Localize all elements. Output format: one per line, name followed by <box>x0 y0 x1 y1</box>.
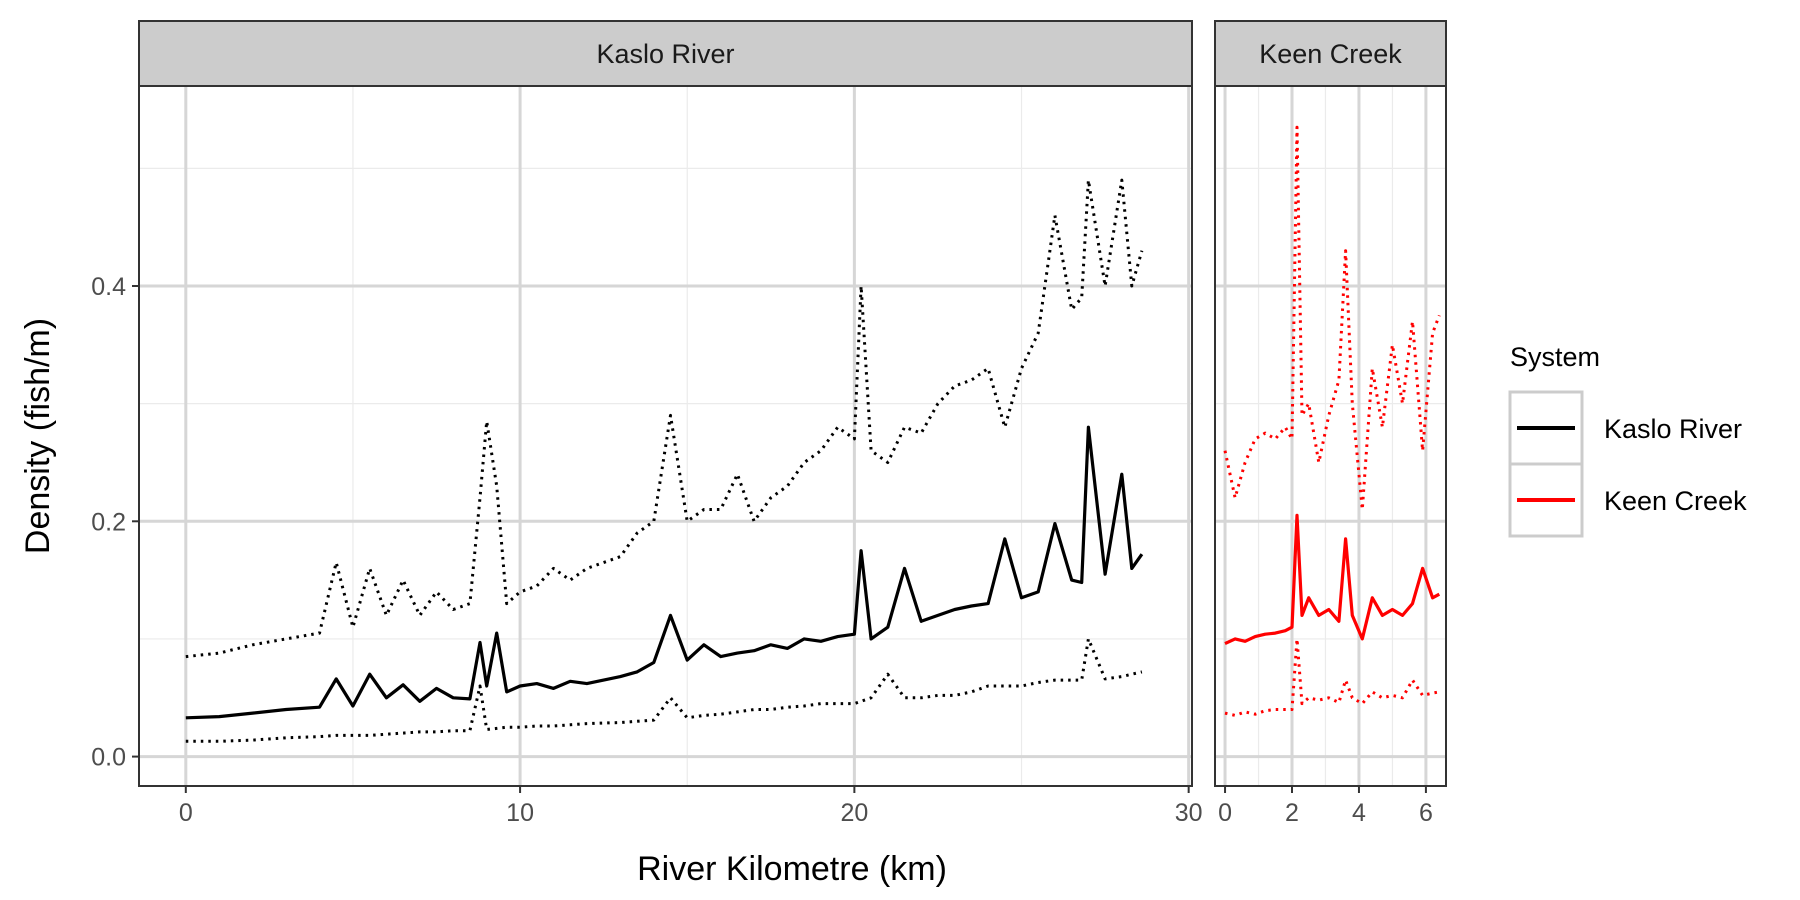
panel-series <box>185 178 1144 743</box>
x-tick-label: 4 <box>1352 799 1366 827</box>
panel-kaslo-river: Kaslo River 0 10 20 30 0.0 0.2 0.4 <box>91 20 1203 827</box>
y-tick-label: 0.2 <box>91 508 126 536</box>
y-axis-title: Density (fish/m) <box>19 318 57 554</box>
series-estimate <box>1224 513 1441 646</box>
series-estimate <box>185 425 1144 720</box>
x-tick-label: 2 <box>1285 799 1299 827</box>
strip-label-kaslo-river: Kaslo River <box>596 39 734 69</box>
x-tick-label: 30 <box>1175 799 1203 827</box>
series-upper-interval <box>185 178 1144 659</box>
legend-label: Kaslo River <box>1604 414 1742 444</box>
strip-label-keen-creek: Keen Creek <box>1259 39 1402 69</box>
x-axis-ticks: 0 10 20 30 <box>179 786 1203 827</box>
strip-background <box>1214 20 1447 87</box>
series-lower-interval <box>1224 637 1440 717</box>
legend-entry-keen-creek: Keen Creek <box>1508 462 1747 538</box>
x-tick-label: 6 <box>1419 799 1433 827</box>
x-tick-label: 10 <box>506 799 534 827</box>
x-axis-ticks: 0 2 4 6 <box>1218 786 1433 827</box>
x-tick-label: 0 <box>1218 799 1232 827</box>
strip-background <box>138 20 1193 87</box>
y-tick-label: 0.4 <box>91 273 126 301</box>
legend-entry-kaslo-river: Kaslo River <box>1508 390 1742 466</box>
panel-background <box>139 86 1192 786</box>
legend-title: System <box>1510 342 1600 372</box>
panel-series <box>1223 125 1441 717</box>
x-axis-title: River Kilometre (km) <box>637 850 947 888</box>
panel-keen-creek: Keen Creek 0 2 4 6 <box>1214 20 1447 827</box>
y-axis-ticks: 0.0 0.2 0.4 <box>91 273 139 772</box>
series-upper-interval <box>1223 125 1441 511</box>
x-tick-label: 20 <box>840 799 868 827</box>
x-tick-label: 0 <box>179 799 193 827</box>
panel-background <box>1215 86 1446 786</box>
panel-grid <box>139 86 1192 786</box>
series-lower-interval <box>185 637 1143 743</box>
y-tick-label: 0.0 <box>91 744 126 772</box>
legend: System Kaslo River Keen Creek <box>1508 342 1747 538</box>
legend-label: Keen Creek <box>1604 486 1747 516</box>
